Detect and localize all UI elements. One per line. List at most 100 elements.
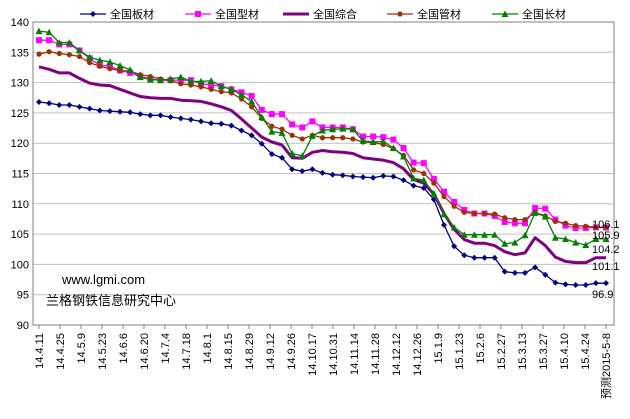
end-value-label: 106.1 <box>592 219 620 231</box>
data-point-square <box>360 133 366 140</box>
data-point-diamond <box>66 102 73 109</box>
data-point-triangle <box>400 153 407 160</box>
data-point-triangle <box>460 231 468 238</box>
data-point-triangle <box>420 176 428 184</box>
data-point-diamond <box>390 173 397 180</box>
data-point-diamond <box>46 100 53 107</box>
data-point-square <box>390 136 397 143</box>
x-tick-label: 14.12.12 <box>391 333 403 376</box>
data-point-circle <box>583 223 589 229</box>
x-tick-label: 14.9.12 <box>265 333 277 370</box>
data-point-diamond <box>157 112 164 119</box>
data-point-triangle <box>258 113 266 121</box>
data-point-triangle <box>430 189 438 197</box>
data-point-circle <box>117 67 123 74</box>
data-point-square <box>268 111 275 118</box>
series-全国板材 <box>36 98 609 289</box>
data-point-diamond <box>309 166 316 173</box>
data-point-triangle <box>106 58 114 65</box>
data-point-diamond <box>319 169 326 176</box>
x-tick-label: 14.9.26 <box>286 333 298 370</box>
data-point-square <box>410 159 417 166</box>
x-tick-label: 15.3.13 <box>517 333 529 370</box>
data-point-triangle <box>116 62 124 69</box>
data-point-circle <box>178 81 184 87</box>
data-point-triangle <box>86 53 94 61</box>
data-point-circle <box>107 66 113 72</box>
x-tick-label: 14.7.18 <box>181 333 193 370</box>
data-point-triangle <box>491 231 499 238</box>
x-tick-label: 14.8.29 <box>244 333 256 370</box>
data-point-diamond <box>218 120 225 127</box>
series-全国管材 <box>36 49 609 231</box>
data-point-diamond <box>127 109 134 116</box>
end-value-label: 105.9 <box>592 230 620 242</box>
data-point-diamond <box>562 281 569 288</box>
data-point-diamond <box>572 282 579 289</box>
data-point-triangle <box>511 239 519 246</box>
data-point-circle <box>56 50 62 57</box>
data-point-triangle <box>167 75 175 82</box>
data-point-circle <box>461 209 467 215</box>
x-tick-label: 14.8.15 <box>223 333 235 370</box>
data-point-circle <box>97 63 103 69</box>
data-point-triangle <box>572 239 580 246</box>
data-point-circle <box>562 220 569 226</box>
data-point-square <box>248 92 255 99</box>
y-tick-label: 95 <box>17 290 29 302</box>
data-point-diamond <box>582 282 589 289</box>
data-point-triangle <box>65 39 73 46</box>
data-point-triangle <box>187 77 195 85</box>
x-tick-label: 15.3.27 <box>538 333 550 370</box>
legend-label: 全国管材 <box>417 7 461 21</box>
series-group <box>35 27 610 289</box>
x-tick-label: 14.8.1 <box>202 333 214 364</box>
data-point-diamond <box>36 98 42 105</box>
x-tick-label: 14.4.25 <box>55 333 67 370</box>
legend-item: 全国综合 <box>283 7 357 21</box>
data-point-diamond <box>90 11 96 17</box>
data-point-diamond <box>349 173 356 180</box>
data-point-circle <box>441 193 447 200</box>
legend-item: 全国板材 <box>80 7 154 21</box>
x-tick-label: 14.10.31 <box>328 333 340 376</box>
data-point-triangle <box>592 235 600 242</box>
legend-item: 全国长材 <box>492 7 566 21</box>
data-point-triangle <box>308 132 316 139</box>
legend-label: 全国板材 <box>110 7 154 21</box>
data-point-triangle <box>440 210 448 218</box>
data-point-triangle <box>602 235 610 242</box>
data-point-triangle <box>521 231 529 239</box>
data-point-triangle <box>359 137 367 144</box>
data-point-square <box>400 145 407 152</box>
data-point-square <box>36 37 42 44</box>
data-point-circle <box>471 210 477 217</box>
x-tick-label: 15.2.27 <box>496 333 508 370</box>
data-point-square <box>258 106 265 113</box>
data-point-diamond <box>339 172 346 179</box>
legend-label: 全国长材 <box>522 7 566 21</box>
data-point-square <box>501 218 508 225</box>
y-tick-label: 90 <box>17 320 29 332</box>
data-point-diamond <box>329 171 336 178</box>
data-point-diamond <box>279 154 285 161</box>
data-point-circle <box>319 135 326 141</box>
x-tick-label: 14.10.17 <box>307 333 319 376</box>
data-point-circle <box>87 60 93 66</box>
legend-label: 全国综合 <box>313 7 357 21</box>
data-point-square <box>299 124 306 131</box>
data-point-square <box>309 118 316 125</box>
data-point-triangle <box>470 231 478 238</box>
watermark-org: 兰格钢铁信息研究中心 <box>46 293 176 308</box>
data-point-circle <box>279 126 285 132</box>
data-point-square <box>46 37 53 44</box>
series-全国长材 <box>35 27 610 249</box>
x-tick-label: 14.7.4 <box>160 333 172 364</box>
data-point-triangle <box>76 46 83 54</box>
data-point-diamond <box>268 151 275 158</box>
data-point-diamond <box>177 115 184 122</box>
x-tick-label: 14.5.23 <box>97 333 109 370</box>
data-point-triangle <box>541 213 549 220</box>
x-tick-label: 15.2.6 <box>475 333 487 364</box>
